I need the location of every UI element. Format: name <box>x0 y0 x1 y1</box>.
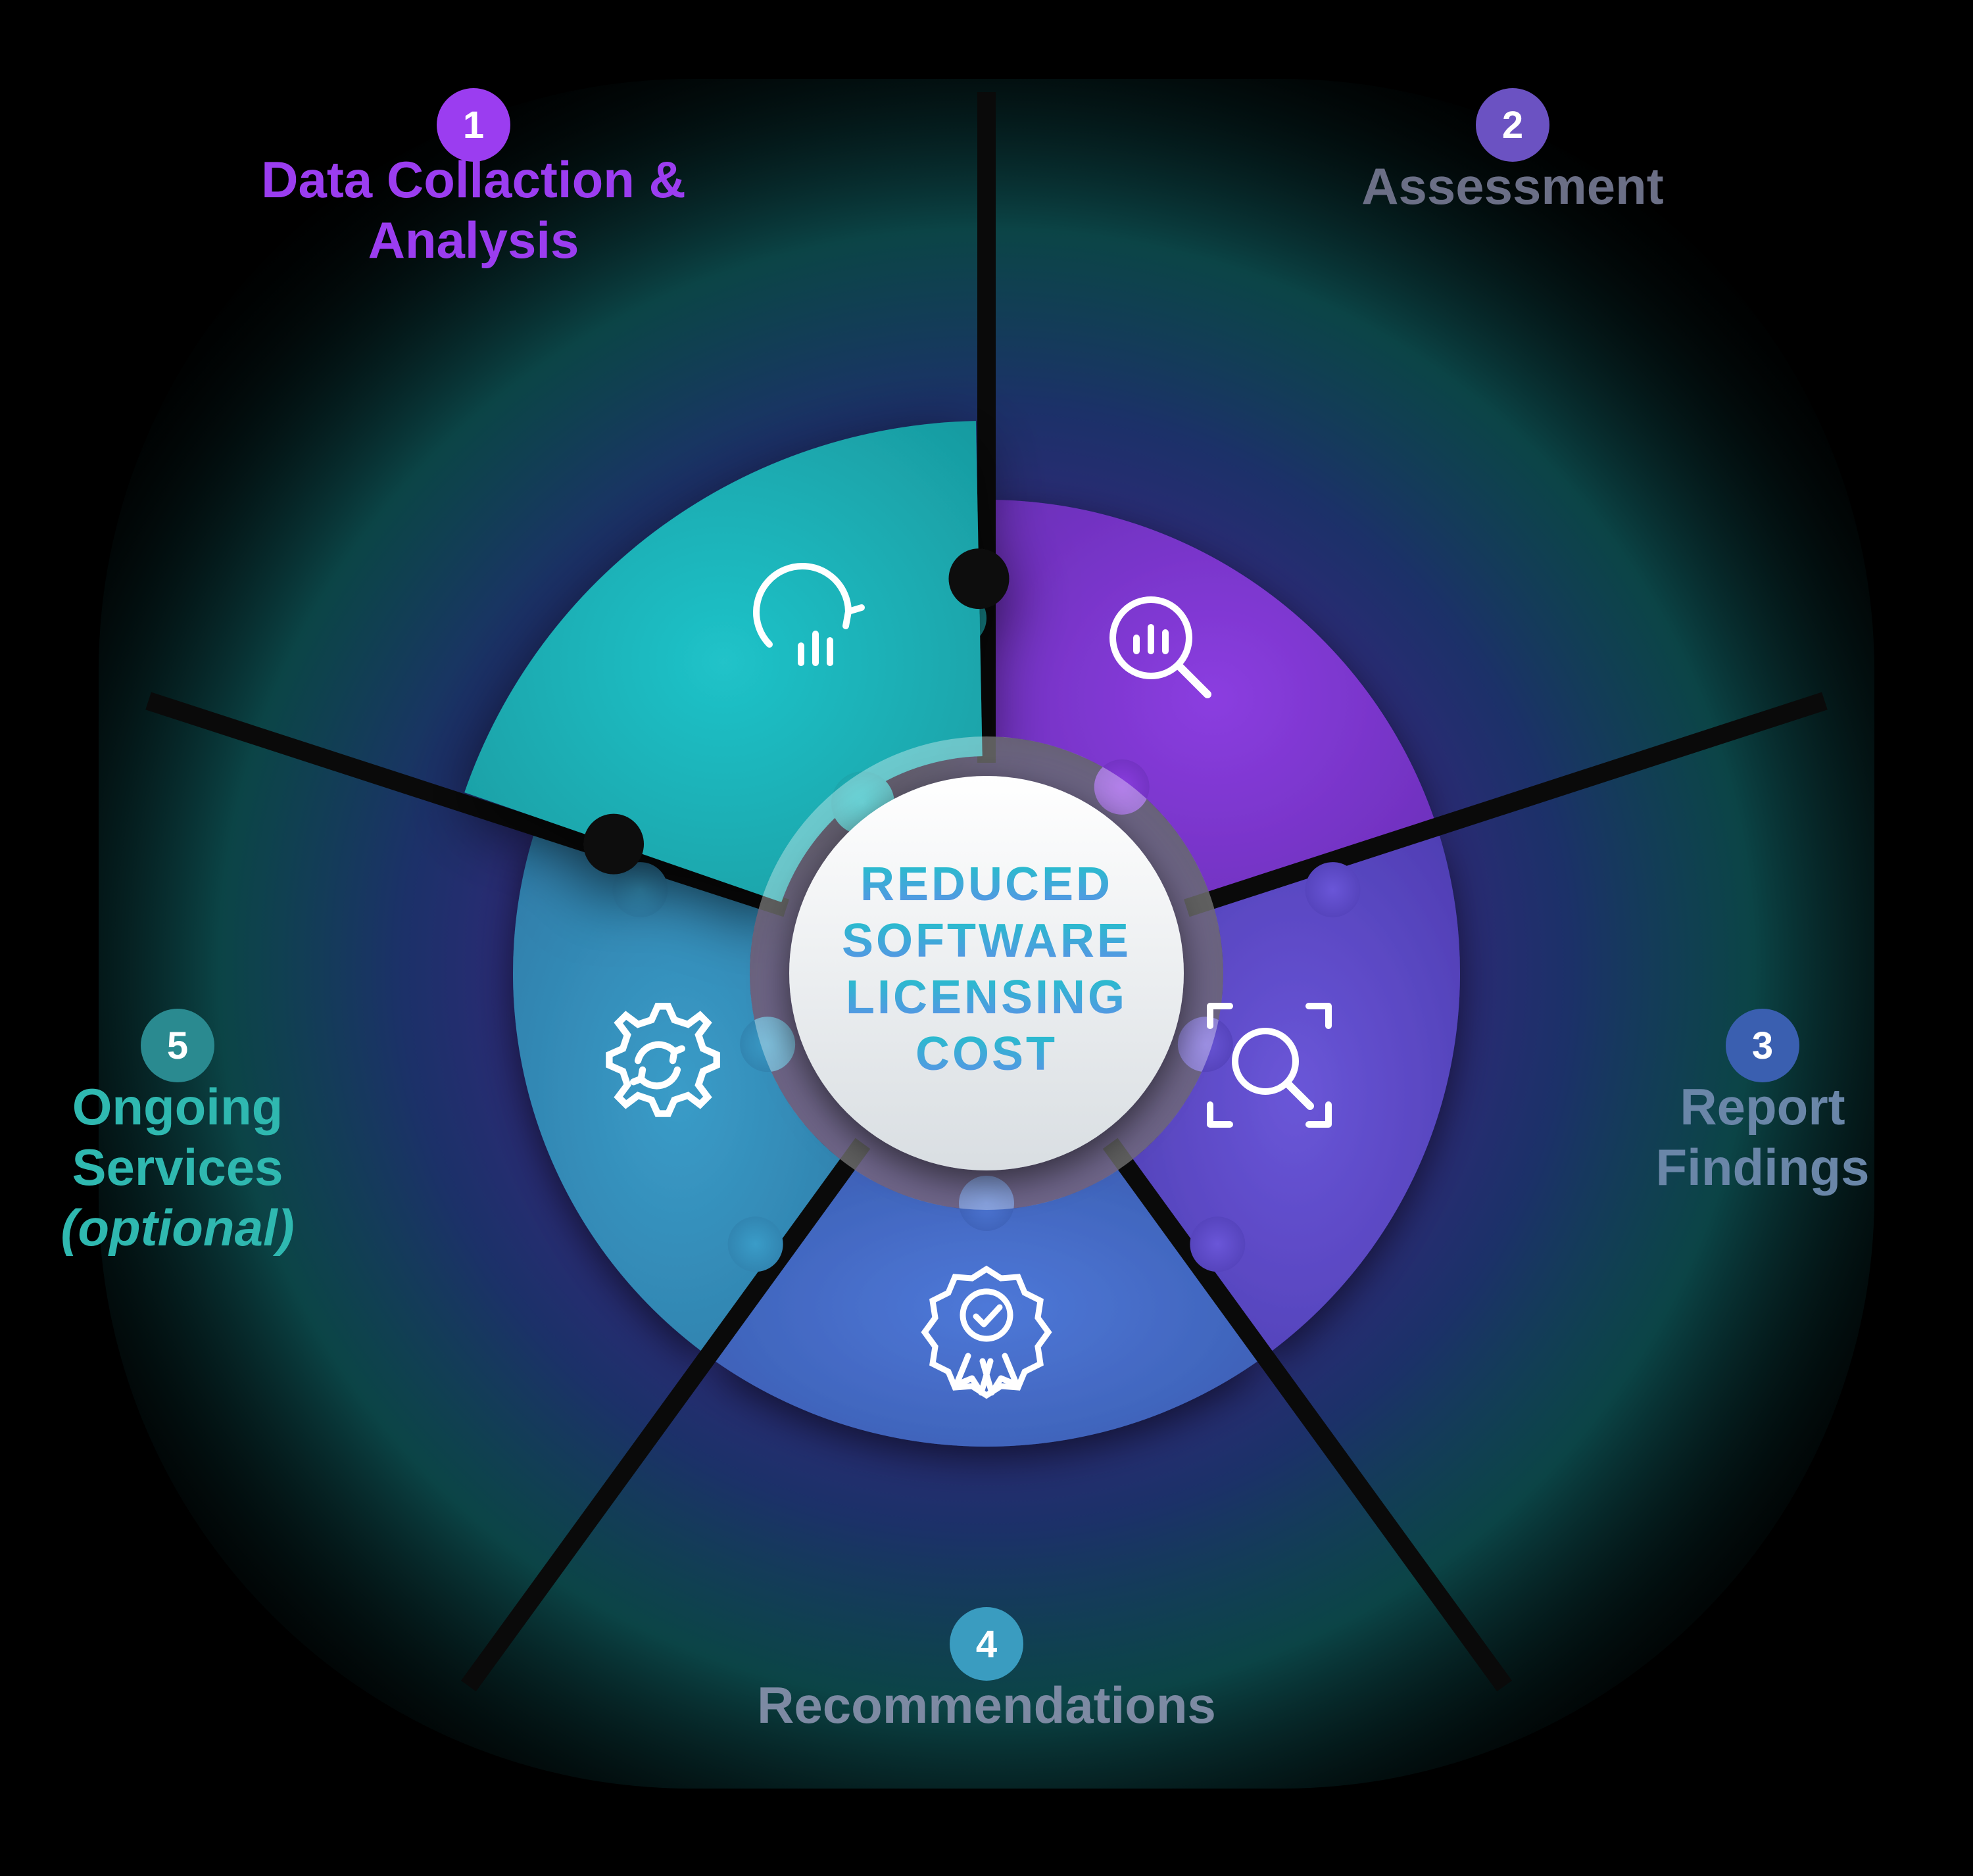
segment-title-line: Analysis <box>368 211 579 269</box>
segment-badge-4: 4 <box>950 1607 1023 1681</box>
infographic-stage: REDUCEDSOFTWARELICENSINGCOST 1Data Collac… <box>0 0 1973 1876</box>
segment-title-line: Ongoing <box>72 1078 283 1136</box>
segment-title-line: (optional) <box>61 1199 294 1257</box>
puzzle-knob <box>1305 862 1361 917</box>
segment-badge-3: 3 <box>1726 1009 1799 1082</box>
segment-badge-5: 5 <box>141 1009 214 1082</box>
center-title-line: COST <box>915 1028 1058 1080</box>
segment-title-line: Report <box>1680 1078 1845 1136</box>
segment-title-line: Findings <box>1656 1138 1870 1196</box>
center-title-line: LICENSING <box>846 971 1127 1024</box>
center-title-line: SOFTWARE <box>842 915 1131 967</box>
puzzle-knob <box>1190 1216 1245 1272</box>
segment-title-line: Services <box>72 1138 283 1196</box>
segment-title-line: Recommendations <box>757 1676 1216 1734</box>
segment-title-line: Assessment <box>1361 157 1664 215</box>
segment-badge-number: 5 <box>167 1024 188 1067</box>
segment-badge-number: 1 <box>463 104 484 147</box>
segment-badge-number: 3 <box>1752 1024 1773 1067</box>
segment-badge-number: 4 <box>976 1623 997 1666</box>
segment-badge-number: 2 <box>1502 104 1523 147</box>
segment-title-line: Data Collaction & <box>261 151 686 208</box>
puzzle-knob <box>728 1216 783 1272</box>
segment-badge-2: 2 <box>1476 88 1549 162</box>
center-title-line: REDUCED <box>860 858 1113 911</box>
